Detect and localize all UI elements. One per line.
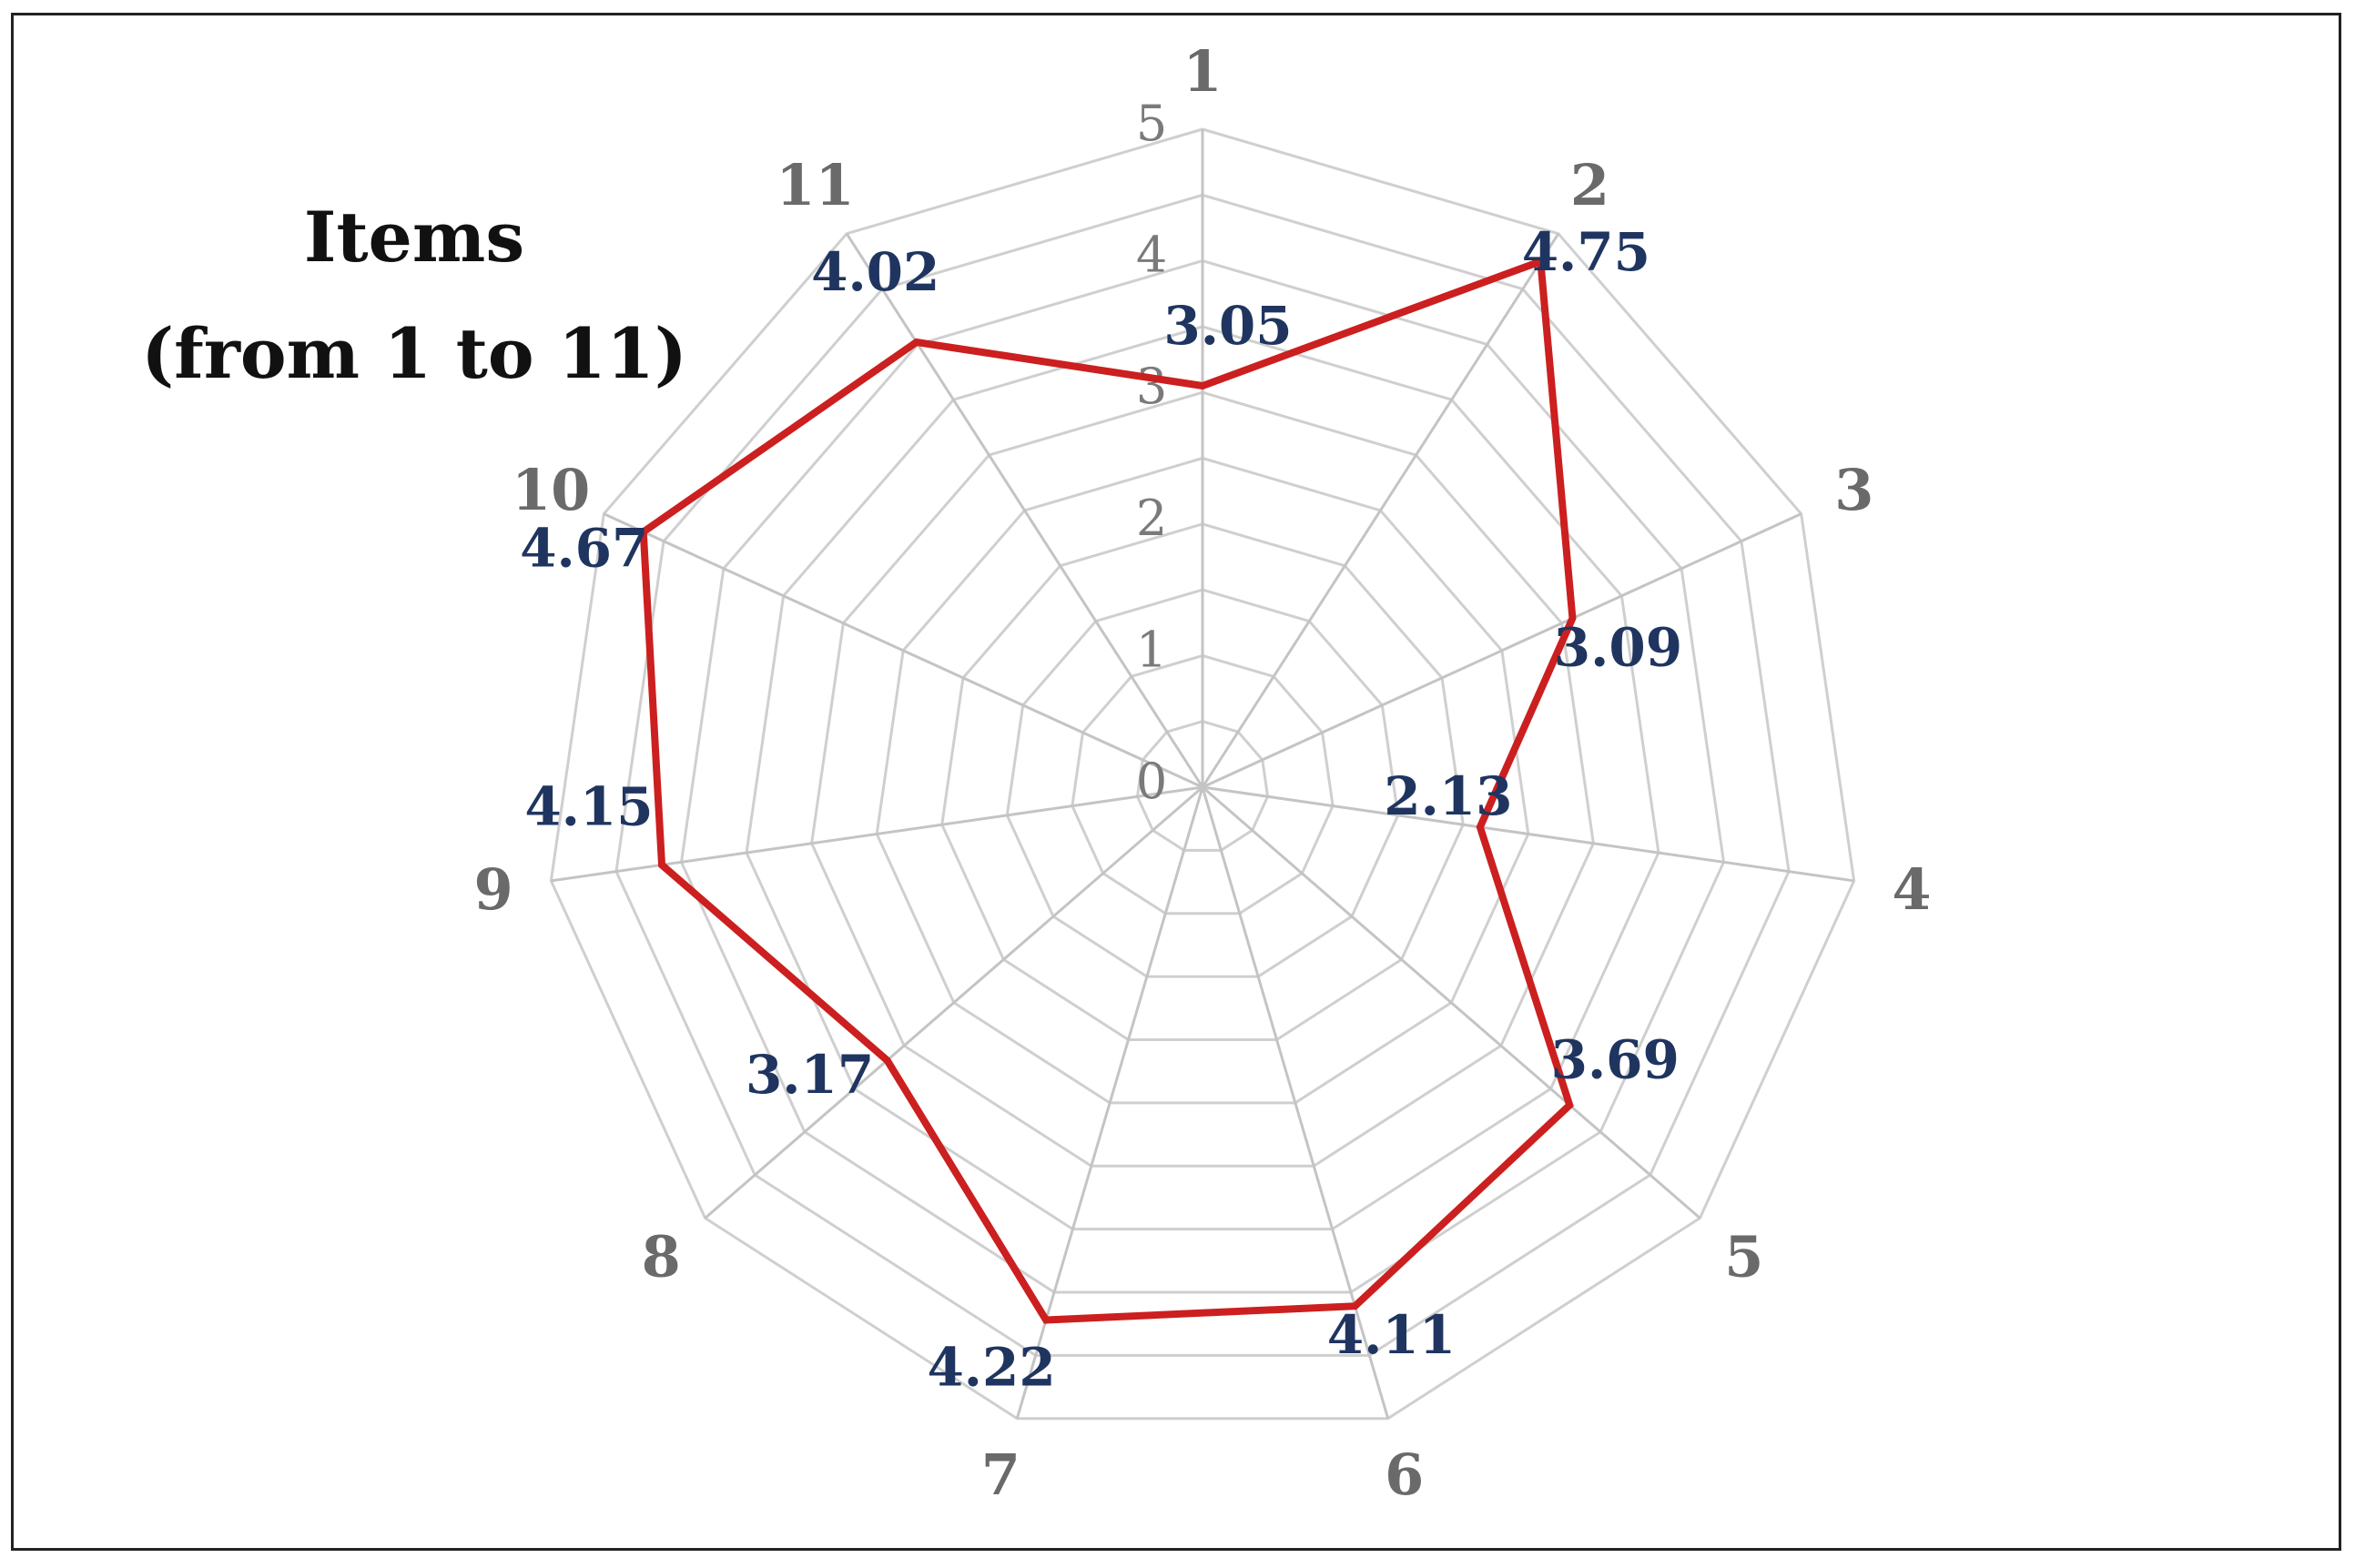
data-label-9: 4.15 [524,775,653,837]
category-label-5: 5 [1724,1223,1763,1290]
data-point-10 [642,531,645,533]
data-point-1 [1202,384,1203,387]
category-label-7: 7 [981,1442,1020,1508]
chart-title: Items (from 1 to 11) [132,179,696,412]
data-point-2 [1539,260,1542,263]
spoke-5 [1202,785,1701,1219]
tick-label-1: 1 [1136,621,1167,678]
data-label-3: 3.09 [1554,616,1682,678]
data-label-8: 3.17 [746,1044,874,1106]
grid-ring-8 [679,259,1726,1294]
data-label-11: 4.02 [811,241,939,303]
category-label-9: 9 [473,856,513,923]
data-label-2: 4.75 [1522,221,1650,283]
data-label-10: 4.67 [520,517,648,579]
radar-chart: 0 1 2 3 4 5 1 2 3 4 5 6 7 8 9 10 11 3.05 4.75 3.09 2.13 3.6… [473,38,1931,1508]
data-point-8 [886,1059,888,1062]
data-point-5 [1568,1104,1571,1107]
chart-title-line-2: (from 1 to 11) [141,313,687,394]
grid-ring-3 [1005,588,1400,978]
category-label-6: 6 [1385,1442,1424,1508]
data-point-3 [1571,617,1574,620]
category-label-2: 2 [1570,152,1609,218]
spoke-4 [1202,785,1854,883]
data-point-11 [915,340,918,343]
category-label-10: 10 [512,457,590,523]
grid-ring-10 [549,127,1856,1421]
grid-ring-6 [810,390,1595,1168]
grid-ring-2 [1071,653,1335,916]
data-label-4: 2.13 [1384,765,1512,827]
spoke-10 [603,512,1203,789]
tick-label-3: 3 [1136,358,1167,415]
data-label-6: 4.11 [1327,1304,1456,1366]
radar-data-labels: 3.05 4.75 3.09 2.13 3.69 4.11 4.22 3.17 4.15 4.67… [520,221,1682,1398]
category-label-3: 3 [1834,457,1873,523]
category-label-1: 1 [1183,38,1222,105]
chart-title-line-1: Items [303,197,525,278]
chart-frame: Items (from 1 to 11) 0 1 2 3 4 5 1 2 3 4 5 6 7 8 9 10 1… [11,13,2341,1551]
data-label-7: 4.22 [927,1336,1055,1398]
spoke-2 [1201,232,1560,788]
spoke-8 [704,785,1203,1219]
spoke-11 [845,232,1204,788]
data-label-5: 3.69 [1551,1028,1680,1090]
grid-ring-5 [875,456,1530,1105]
data-point-7 [1045,1319,1048,1321]
radar-spokes [551,129,1854,1420]
radar-series [639,256,1577,1324]
category-label-11: 11 [776,152,854,218]
spoke-3 [1202,512,1802,789]
spoke-6 [1201,786,1390,1420]
grid-ring-1 [1135,720,1270,852]
data-point-6 [1354,1305,1356,1308]
series-line-0 [639,256,1577,1324]
category-label-8: 8 [642,1223,681,1290]
grid-ring-4 [940,522,1465,1041]
data-point-4 [1478,825,1481,828]
radar-grid [549,127,1856,1421]
category-label-4: 4 [1892,856,1931,923]
spoke-7 [1015,786,1204,1420]
radar-tick-labels: 0 1 2 3 4 5 [1136,95,1167,810]
tick-label-4: 4 [1136,227,1167,284]
data-label-1: 3.05 [1163,295,1292,357]
grid-ring-9 [614,193,1791,1357]
data-point-9 [661,864,664,866]
tick-label-5: 5 [1136,95,1167,152]
tick-label-2: 2 [1136,490,1167,547]
tick-label-0: 0 [1136,753,1167,810]
grid-ring-7 [745,325,1660,1231]
